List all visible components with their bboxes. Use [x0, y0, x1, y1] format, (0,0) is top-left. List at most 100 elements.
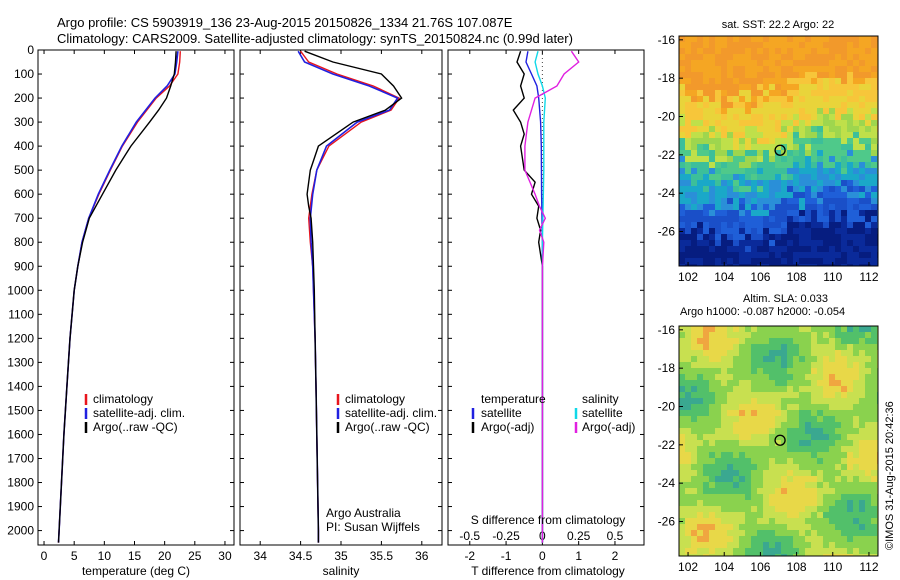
heatmap-cell — [865, 168, 872, 175]
heatmap-cell — [757, 440, 764, 447]
heatmap-cell — [715, 54, 722, 61]
heatmap-cell — [805, 464, 812, 471]
heatmap-cell — [733, 156, 740, 163]
heatmap-cell — [697, 518, 704, 525]
heatmap-cell — [787, 66, 794, 73]
heatmap-cell — [787, 162, 794, 169]
heatmap-cell — [745, 434, 752, 441]
heatmap-cell — [715, 368, 722, 375]
heatmap-cell — [793, 332, 800, 339]
heatmap-cell — [751, 234, 758, 241]
heatmap-cell — [739, 162, 746, 169]
heatmap-cell — [841, 344, 848, 351]
heatmap-cell — [679, 72, 686, 79]
heatmap-cell — [751, 548, 758, 555]
heatmap-cell — [805, 512, 812, 519]
heatmap-cell — [841, 482, 848, 489]
heatmap-cell — [817, 216, 824, 223]
heatmap-cell — [727, 228, 734, 235]
heatmap-cell — [685, 332, 692, 339]
heatmap-cell — [739, 428, 746, 435]
heatmap-cell — [865, 96, 872, 103]
heatmap-cell — [775, 458, 782, 465]
heatmap-cell — [763, 234, 770, 241]
heatmap-cell — [865, 54, 872, 61]
heatmap-cell — [679, 186, 686, 193]
heatmap-cell — [781, 240, 788, 247]
heatmap-cell — [841, 36, 848, 43]
x-tick-label: 34 — [254, 549, 268, 563]
heatmap-cell — [871, 350, 878, 357]
heatmap-cell — [721, 162, 728, 169]
heatmap-cell — [817, 446, 824, 453]
heatmap-cell — [751, 72, 758, 79]
heatmap-cell — [847, 204, 854, 211]
heatmap-cell — [805, 222, 812, 229]
legend-label-s-satellite: satellite — [582, 406, 623, 420]
heatmap-cell — [853, 530, 860, 537]
heatmap-cell — [775, 198, 782, 205]
heatmap-cell — [679, 210, 686, 217]
heatmap-cell — [757, 216, 764, 223]
heatmap-cell — [685, 228, 692, 235]
heatmap-cell — [865, 500, 872, 507]
heatmap-cell — [841, 78, 848, 85]
heatmap-cell — [793, 84, 800, 91]
heatmap-cell — [793, 162, 800, 169]
heatmap-cell — [709, 332, 716, 339]
heatmap-cell — [697, 464, 704, 471]
heatmap-cell — [859, 114, 866, 121]
heatmap-cell — [763, 494, 770, 501]
x-tick-label-s: 0.25 — [567, 529, 591, 543]
heatmap-cell — [757, 464, 764, 471]
heatmap-cell — [763, 446, 770, 453]
heatmap-cell — [745, 126, 752, 133]
heatmap-cell — [751, 374, 758, 381]
heatmap-cell — [745, 338, 752, 345]
heatmap-cell — [757, 326, 764, 333]
heatmap-cell — [697, 440, 704, 447]
heatmap-cell — [865, 458, 872, 465]
heatmap-cell — [757, 198, 764, 205]
heatmap-cell — [769, 482, 776, 489]
heatmap-cell — [721, 530, 728, 537]
heatmap-cell — [679, 506, 686, 513]
heatmap-cell — [787, 452, 794, 459]
heatmap-cell — [811, 554, 818, 556]
heatmap-cell — [709, 440, 716, 447]
heatmap-cell — [781, 126, 788, 133]
heatmap-cell — [841, 518, 848, 525]
heatmap-cell — [769, 66, 776, 73]
heatmap-cell — [685, 338, 692, 345]
heatmap-cell — [841, 138, 848, 145]
heatmap-cell — [721, 350, 728, 357]
heatmap-cell — [811, 66, 818, 73]
heatmap-cell — [859, 102, 866, 109]
heatmap-cell — [685, 222, 692, 229]
heatmap-cell — [769, 548, 776, 555]
heatmap-cell — [787, 446, 794, 453]
heatmap-cell — [871, 488, 878, 495]
heatmap-cell — [751, 84, 758, 91]
heatmap-cell — [703, 42, 710, 49]
heatmap-cell — [685, 524, 692, 531]
heatmap-cell — [799, 246, 806, 253]
heatmap-cell — [691, 452, 698, 459]
heatmap-cell — [757, 398, 764, 405]
heatmap-cell — [847, 386, 854, 393]
heatmap-cell — [793, 530, 800, 537]
heatmap-cell — [865, 536, 872, 543]
heatmap-cell — [739, 96, 746, 103]
heatmap-cell — [697, 36, 704, 43]
heatmap-cell — [799, 210, 806, 217]
heatmap-cell — [871, 368, 878, 375]
heatmap-cell — [853, 338, 860, 345]
heatmap-cell — [709, 374, 716, 381]
heatmap-cell — [823, 126, 830, 133]
heatmap-cell — [715, 216, 722, 223]
heatmap-cell — [805, 180, 812, 187]
heatmap-cell — [859, 380, 866, 387]
heatmap-cell — [775, 434, 782, 441]
heatmap-cell — [781, 102, 788, 109]
heatmap-cell — [799, 464, 806, 471]
